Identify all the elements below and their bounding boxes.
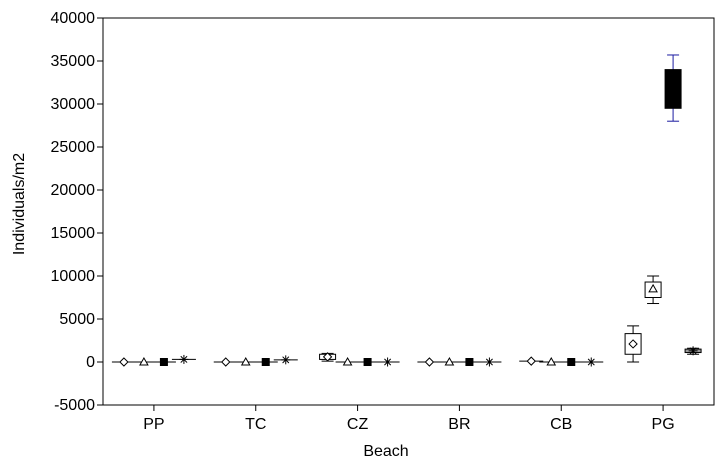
x-tick-label-tc: TC [245,416,266,433]
median-marker [587,358,595,366]
median-marker [282,356,290,364]
median-marker [384,358,392,366]
median-marker [669,84,678,93]
x-axis: PP TC CZ BR CB PG [143,405,675,433]
median-marker [526,356,536,366]
y-axis-title: Individuals/m2 [11,153,28,255]
x-tick-label-pp: PP [143,416,164,433]
median-marker [628,339,638,349]
median-marker [139,356,149,366]
box-cz-series-4 [375,357,400,367]
median-marker [322,352,333,362]
median-marker [648,283,658,293]
median-marker [363,358,372,366]
median-marker [465,358,474,366]
y-tick-label: 40000 [51,10,96,27]
y-tick-label: 30000 [51,96,96,113]
median-marker [424,357,435,367]
median-marker [119,357,129,367]
median-marker [159,358,168,366]
x-tick-label-br: BR [448,416,470,433]
y-tick-label: 15000 [51,225,96,242]
box-pp-series-4 [171,354,196,364]
x-tick-label-cz: CZ [347,416,369,433]
y-tick-label: 35000 [51,53,96,70]
median-marker [180,355,188,363]
median-marker [240,356,251,366]
box-cb-series-1 [519,356,544,366]
median-marker [689,347,697,355]
box-pp-series-3 [151,358,176,366]
plot-area [102,17,715,406]
y-tick-label: 20000 [51,182,96,199]
x-axis-title: Beach [363,443,408,460]
plot-frame [102,17,715,406]
median-marker [261,358,270,366]
box-br-series-4 [477,357,502,367]
box-cz-series-1 [319,352,337,362]
median-marker [444,356,455,366]
y-axis: -5000 0 5000 10000 15000 20000 25000 30000 35000… [51,10,103,414]
box-tc-series-3 [253,358,278,366]
y-tick-label: 0 [86,354,95,371]
box-pg-series-1 [624,325,642,363]
box-series-group [111,54,702,367]
x-tick-label-pg: PG [652,416,675,433]
median-marker [546,356,557,366]
y-tick-label: -5000 [54,397,95,414]
box-tc-series-4 [273,355,298,365]
median-marker [485,358,493,366]
box-pg-series-4 [684,346,702,356]
x-tick-label-cb: CB [550,416,572,433]
box-pg-series-3 [664,54,682,122]
box-cb-series-4 [579,357,604,367]
median-marker [221,357,231,367]
y-tick-label: 10000 [51,268,96,285]
median-marker [342,356,353,366]
y-tick-label: 25000 [51,139,96,156]
median-marker [567,358,576,366]
y-tick-label: 5000 [59,311,95,328]
box-pg-series-2 [644,275,662,305]
